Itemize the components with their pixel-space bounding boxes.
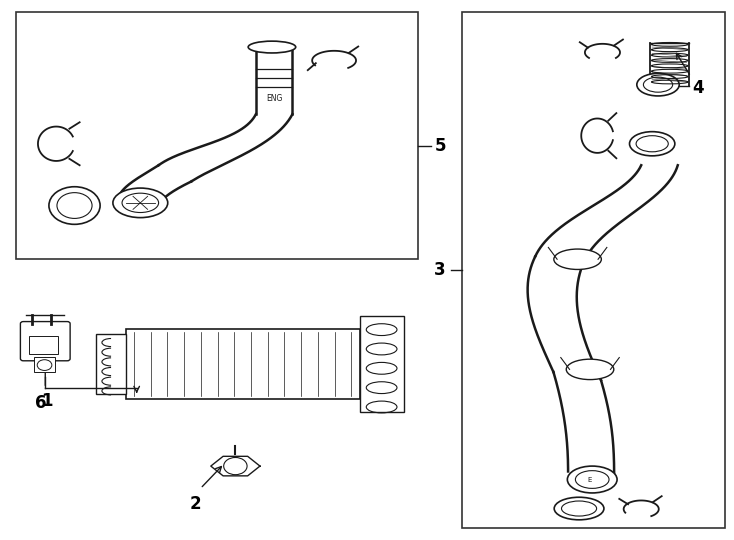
FancyBboxPatch shape	[21, 322, 70, 361]
Ellipse shape	[566, 359, 614, 380]
Ellipse shape	[630, 132, 675, 156]
Bar	[16, 12, 418, 259]
Ellipse shape	[637, 73, 679, 96]
Bar	[34, 357, 55, 372]
Bar	[462, 12, 725, 528]
Text: ENG: ENG	[266, 93, 283, 103]
Ellipse shape	[248, 41, 296, 53]
Ellipse shape	[554, 497, 604, 520]
Circle shape	[224, 457, 247, 475]
Text: 2: 2	[189, 495, 201, 512]
Text: 1: 1	[42, 393, 53, 410]
Bar	[126, 329, 360, 399]
Text: 4: 4	[692, 79, 704, 97]
Text: 5: 5	[435, 138, 446, 156]
Bar	[96, 334, 126, 394]
Ellipse shape	[567, 466, 617, 493]
Polygon shape	[211, 456, 260, 476]
Bar	[29, 335, 59, 354]
Text: E: E	[588, 476, 592, 483]
Ellipse shape	[113, 188, 168, 218]
Text: 6: 6	[35, 394, 47, 411]
Ellipse shape	[49, 187, 100, 224]
Bar	[360, 316, 404, 413]
Text: 3: 3	[435, 261, 446, 279]
Ellipse shape	[554, 249, 601, 269]
